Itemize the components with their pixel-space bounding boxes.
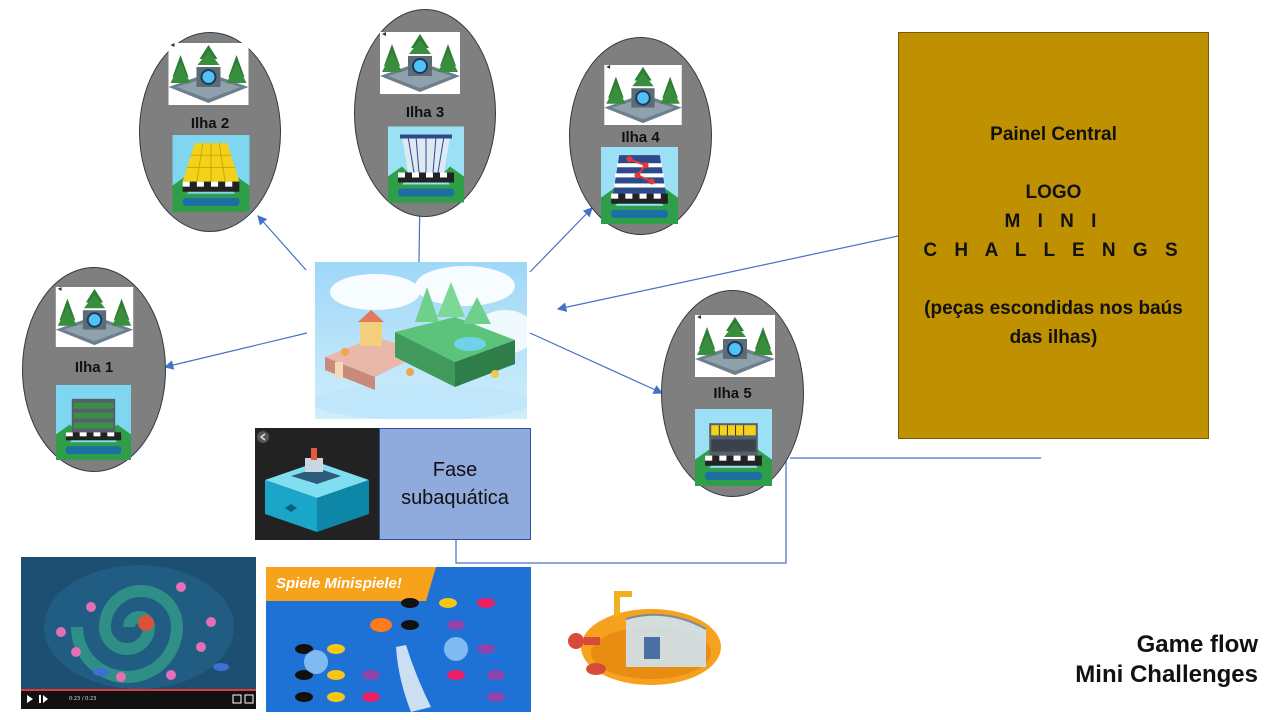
title-line-1: Game flow (1136, 631, 1258, 658)
tower-scene-image (168, 43, 249, 105)
island-node-1[interactable]: Ilha 1 (22, 267, 166, 472)
painel-note-line-2: das ilhas) (1009, 326, 1098, 348)
tower-scene-image (380, 32, 460, 94)
island-node-3[interactable]: Ilha 3 (354, 9, 496, 217)
island-node-4[interactable]: Ilha 4 (569, 37, 712, 235)
arrow-to-ilha-5 (529, 332, 664, 394)
painel-challengs-text: C H A L L E N G S (923, 239, 1184, 261)
spiele-minispiele-screenshot[interactable]: Spiele Minispiele! (266, 567, 531, 712)
painel-central-box: Painel Central LOGO M I N I C H A L L E … (898, 32, 1209, 439)
island-label: Ilha 2 (190, 115, 230, 132)
spiral-fish-video-screenshot[interactable]: 0:23 / 0:23 (21, 557, 256, 709)
island-label: Ilha 3 (405, 104, 445, 121)
island-label: Ilha 1 (74, 359, 114, 376)
minigame-tile-image (55, 385, 132, 460)
fase-label-line-2: subaquática (401, 487, 509, 509)
diagram-title: Game flow Mini Challenges (1075, 630, 1258, 690)
island-node-2[interactable]: Ilha 2 (139, 32, 281, 232)
painel-logo-text: LOGO (1025, 181, 1082, 203)
island-label: Ilha 4 (621, 129, 660, 146)
tower-scene-image (603, 65, 683, 125)
arrow-to-ilha-4 (529, 207, 593, 273)
painel-note-line-1: (peças escondidas nos baús (924, 297, 1183, 319)
minigame-tile-image (695, 409, 772, 486)
yellow-submarine-image (556, 579, 726, 707)
arrow-to-ilha-1 (163, 332, 308, 370)
island-label: Ilha 5 (713, 385, 752, 402)
video-time-readout: 0:23 / 0:23 (69, 696, 97, 702)
fase-label-line-1: Fase (432, 459, 478, 481)
tower-scene-image (695, 315, 775, 377)
arrow-to-ilha-2 (257, 215, 307, 271)
painel-mini-text: M I N I (1004, 210, 1103, 232)
island-node-5[interactable]: Ilha 5 (661, 290, 804, 497)
minigame-tile-image (601, 147, 678, 224)
minigame-tile-image (388, 126, 464, 203)
tower-scene-image (55, 287, 134, 347)
minigame-tile-image (172, 135, 250, 212)
center-island-image[interactable] (315, 262, 527, 419)
underwater-boat-image (255, 428, 379, 540)
painel-title: Painel Central (990, 123, 1117, 145)
fase-subaquatica-box[interactable]: Fase subaquática (379, 428, 531, 540)
spiele-banner-text: Spiele Minispiele! (276, 575, 402, 592)
title-line-2: Mini Challenges (1075, 661, 1258, 688)
